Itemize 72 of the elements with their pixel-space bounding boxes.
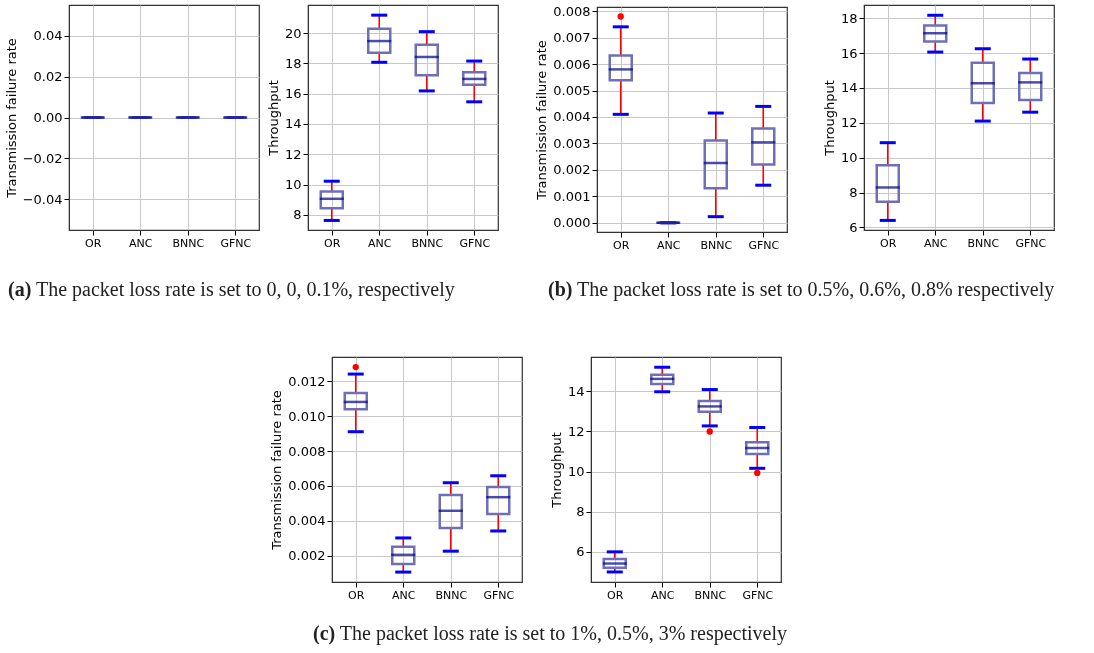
y-tick-label: 0.006: [553, 56, 591, 72]
x-tick-label: GFNC: [1015, 236, 1047, 250]
y-tick-label: 0.004: [288, 513, 326, 529]
x-tick-label: GFNC: [483, 588, 515, 602]
y-tick-label: 0.008: [553, 3, 591, 19]
y-tick-label: 0.002: [288, 548, 326, 564]
x-tick-label: BNNC: [967, 236, 1000, 250]
y-tick-label: 14: [567, 383, 585, 399]
x-tick-label: ANC: [368, 236, 392, 250]
x-tick-label: BNNC: [435, 588, 468, 602]
y-axis-title: Throughput: [548, 432, 564, 509]
y-tick-label: 8: [849, 185, 858, 201]
y-axis-title: Throughput: [821, 80, 837, 157]
y-tick-label: 0.007: [553, 30, 591, 46]
y-tick-label: −0.04: [22, 191, 63, 207]
y-axis-title: Throughput: [265, 80, 281, 157]
y-tick-label: 18: [840, 10, 858, 26]
x-tick-label: OR: [324, 236, 341, 250]
x-tick-label: ANC: [129, 236, 153, 250]
y-axis-title: Transmission failure rate: [3, 38, 19, 199]
x-tick-label: GFNC: [459, 236, 491, 250]
y-axis-title: Transmission failure rate: [269, 390, 285, 551]
x-tick-label: OR: [613, 238, 630, 252]
y-tick-label: −0.02: [22, 150, 63, 166]
text: (c) The packet loss rate is set to 1%, 0.5%, 3% respectively: [312, 622, 788, 645]
text: (a) The packet loss rate is set to 0, 0, 0.1%, respectively: [8, 278, 456, 301]
y-tick-label: 0.010: [288, 408, 326, 424]
x-tick-label: ANC: [651, 588, 675, 602]
y-tick-label: 10: [567, 464, 585, 480]
y-tick-label: 10: [284, 177, 302, 193]
y-tick-label: 8: [293, 207, 302, 223]
y-tick-label: 0.02: [33, 69, 63, 85]
y-tick-label: 12: [840, 115, 858, 131]
text: (b) The packet loss rate is set to 0.5%, 0.6%, 0.8% respectively: [548, 278, 1056, 301]
x-tick-label: GFNC: [742, 588, 774, 602]
x-tick-label: BNNC: [172, 236, 205, 250]
y-tick-label: 10: [840, 150, 858, 166]
y-tick-label: 0.008: [288, 443, 326, 459]
x-tick-label: GFNC: [220, 236, 252, 250]
y-tick-label: 0.000: [553, 215, 591, 231]
y-tick-label: 0.006: [288, 478, 326, 494]
x-tick-label: OR: [348, 588, 365, 602]
x-tick-label: ANC: [657, 238, 681, 252]
y-tick-label: 8: [576, 504, 585, 520]
x-tick-label: BNNC: [411, 236, 444, 250]
x-tick-label: ANC: [924, 236, 948, 250]
x-tick-label: GFNC: [748, 238, 780, 252]
y-tick-label: 0.004: [553, 109, 591, 125]
y-tick-label: 0.012: [288, 373, 326, 389]
y-tick-label: 6: [576, 544, 585, 560]
x-tick-label: ANC: [392, 588, 416, 602]
y-axis-title: Transmission failure rate: [534, 40, 550, 201]
y-tick-label: 6: [849, 219, 858, 235]
y-tick-label: 0.001: [553, 188, 591, 204]
y-tick-label: 12: [567, 423, 585, 439]
y-tick-label: 12: [284, 146, 302, 162]
y-tick-label: 14: [840, 80, 858, 96]
y-tick-label: 18: [284, 55, 302, 71]
y-tick-label: 16: [284, 86, 302, 102]
y-tick-label: 0.00: [33, 110, 63, 125]
y-tick-label: 0.04: [33, 28, 63, 44]
y-tick-label: 0.002: [553, 162, 591, 178]
y-tick-label: 14: [284, 116, 302, 132]
x-tick-label: BNNC: [694, 588, 727, 602]
y-tick-label: 0.005: [553, 83, 591, 99]
x-tick-label: OR: [607, 588, 624, 602]
x-tick-label: BNNC: [700, 238, 733, 252]
y-tick-label: 20: [284, 25, 302, 41]
y-tick-label: 0.003: [553, 135, 591, 151]
x-tick-label: OR: [85, 236, 102, 250]
x-tick-label: OR: [880, 236, 897, 250]
y-tick-label: 16: [840, 45, 858, 61]
